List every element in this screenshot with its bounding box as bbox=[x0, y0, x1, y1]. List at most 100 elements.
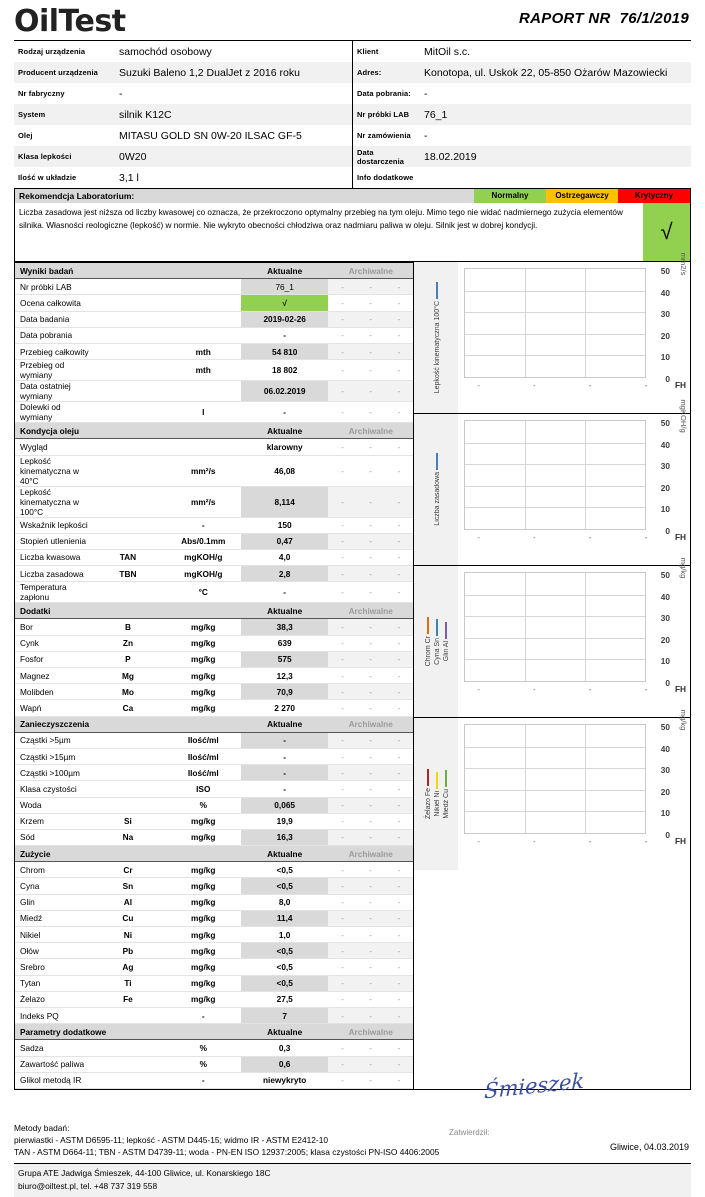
archive-value: - bbox=[356, 975, 385, 992]
archive-value: - bbox=[328, 1007, 357, 1025]
archive-value: - bbox=[384, 877, 413, 895]
column-header-current: Aktualne bbox=[240, 422, 329, 440]
parameter-symbol: Mg bbox=[90, 667, 166, 685]
archive-value: - bbox=[384, 813, 413, 830]
section-header-row: Kondycja oleju Aktualne Archiwalne bbox=[15, 422, 413, 440]
archive-value: - bbox=[384, 1056, 413, 1073]
column-header-current: Aktualne bbox=[240, 1023, 329, 1041]
legend-line-icon bbox=[445, 769, 447, 787]
charts-pane: Lepkość kinematyczna 100°C 0 10 20 30 40 50 mm2… bbox=[414, 253, 690, 1089]
archive-value: - bbox=[328, 565, 357, 583]
archive-value: - bbox=[384, 380, 413, 403]
archive-value: - bbox=[328, 311, 357, 328]
report-body: Wyniki badań Aktualne Archiwalne Nr próbki … bbox=[14, 253, 691, 1090]
parameter-symbol bbox=[90, 764, 166, 782]
parameter-unit: mth bbox=[165, 343, 241, 361]
approved-by-label: Zatwierdził: bbox=[449, 1127, 490, 1137]
equipment-info-row: Nr fabryczny - bbox=[14, 83, 352, 104]
recommendation-title: Rekomendcja Laboratorium: bbox=[19, 191, 135, 201]
plot-area: 0 10 20 30 40 50 mg/kg - - - - FH bbox=[458, 710, 690, 870]
gridline-horizontal bbox=[465, 333, 645, 335]
client-info-row: Info dodatkowe bbox=[353, 167, 691, 188]
archive-value: - bbox=[356, 894, 385, 911]
table-row: Przebieg całkowity mth 54 810- - - bbox=[15, 343, 413, 361]
parameter-name: Dolewki od wymiany bbox=[15, 401, 91, 424]
legend-item: Żelazo Fe bbox=[425, 768, 432, 819]
gridline-horizontal bbox=[465, 312, 645, 314]
current-value: 4,0 bbox=[240, 549, 329, 567]
current-value: 8,114 bbox=[240, 486, 329, 518]
current-value: 06.02.2019 bbox=[240, 380, 329, 403]
archive-value: - bbox=[356, 829, 385, 847]
archive-value: - bbox=[384, 861, 413, 879]
parameter-symbol: Fe bbox=[90, 991, 166, 1008]
current-value: 27,5 bbox=[240, 991, 329, 1008]
equipment-info-label: Producent urządzenia bbox=[18, 68, 98, 77]
archive-value: - bbox=[328, 894, 357, 911]
gridline-horizontal bbox=[465, 355, 645, 357]
gridline-vertical bbox=[584, 573, 586, 681]
legend-label: Cyna Sn bbox=[433, 637, 441, 665]
parameter-name: Chrom bbox=[15, 861, 91, 879]
archive-value: - bbox=[356, 910, 385, 928]
parameter-unit: mg/kg bbox=[165, 894, 241, 911]
archive-value: - bbox=[356, 486, 385, 518]
report-number-label: RAPORT NR bbox=[519, 10, 611, 27]
current-value: - bbox=[240, 327, 329, 344]
archive-value: - bbox=[328, 926, 357, 944]
chart-legend: Liczba zasadowa bbox=[414, 414, 458, 565]
x-axis: - - - - FH bbox=[464, 682, 686, 698]
info-column-left: Rodzaj urządzenia samochód osobowy Produce… bbox=[14, 41, 353, 188]
parameter-name: Liczba kwasowa bbox=[15, 549, 91, 567]
current-value: 2 270 bbox=[240, 699, 329, 717]
parameter-name: Data pobrania bbox=[15, 327, 91, 344]
archive-value: - bbox=[356, 278, 385, 296]
y-axis-tick: 50 bbox=[660, 570, 670, 580]
plot-grid bbox=[464, 420, 646, 530]
current-value: 7 bbox=[240, 1007, 329, 1025]
chart-legend: Żelazo Fe Nikiel Ni Miedź Cu bbox=[414, 718, 458, 870]
gridline-horizontal bbox=[465, 594, 645, 596]
parameter-symbol: Cr bbox=[90, 861, 166, 879]
table-row: Stopień utlenienia Abs/0.1mm 0,47- - - bbox=[15, 533, 413, 550]
current-value: 150 bbox=[240, 517, 329, 534]
results-table: Wyniki badań Aktualne Archiwalne Nr próbki … bbox=[15, 261, 413, 1089]
archive-value: - bbox=[356, 958, 385, 976]
chart-legend: Chrom Cr Cyna Sn Glin Al bbox=[414, 566, 458, 717]
parameter-unit: mg/kg bbox=[165, 699, 241, 717]
parameter-symbol bbox=[90, 581, 166, 604]
archive-value: - bbox=[384, 667, 413, 685]
parameter-unit: Ilość/ml bbox=[165, 732, 241, 749]
chart-legend: Lepkość kinematyczna 100°C bbox=[414, 262, 458, 413]
current-value: 8,0 bbox=[240, 894, 329, 911]
table-row: Glikol metodą IR - niewykryto - - - bbox=[15, 1072, 413, 1089]
client-info-row: Adres: Konotopa, ul. Uskok 22, 05-850 Oża… bbox=[353, 62, 691, 83]
table-row: Przebieg od wymiany mth 18 802- - - bbox=[15, 359, 413, 382]
archive-value: - bbox=[356, 517, 385, 534]
column-header-archive: Archiwalne bbox=[328, 715, 413, 733]
y-axis-tick: 30 bbox=[660, 613, 670, 624]
archive-value: - bbox=[328, 327, 357, 344]
parameter-symbol bbox=[90, 1072, 166, 1089]
x-axis-tick: - bbox=[644, 381, 648, 390]
gridline-horizontal bbox=[465, 746, 645, 748]
archive-value: - bbox=[384, 732, 413, 749]
archive-value: - bbox=[384, 565, 413, 583]
archive-value: - bbox=[384, 327, 413, 344]
archive-value: - bbox=[384, 683, 413, 701]
archive-value: - bbox=[328, 699, 357, 717]
current-value: 12,3 bbox=[240, 667, 329, 685]
archive-value: - bbox=[328, 343, 357, 361]
parameter-symbol: TBN bbox=[90, 565, 166, 583]
report-footer: Śmieszek Zatwierdził: Gliwice, 04.03.201… bbox=[14, 1069, 691, 1197]
x-axis-tick: - bbox=[533, 837, 536, 846]
archive-value: - bbox=[328, 278, 357, 296]
report-number: RAPORT NR 76/1/2019 bbox=[519, 10, 689, 27]
gridline-horizontal bbox=[465, 464, 645, 466]
client-info-label: Info dodatkowe bbox=[357, 173, 414, 182]
equipment-info-label: Olej bbox=[18, 131, 33, 140]
parameter-unit: mg/kg bbox=[165, 877, 241, 895]
archive-value: - bbox=[384, 797, 413, 814]
archive-value: - bbox=[384, 278, 413, 296]
table-row: Sód Na mg/kg 16,3- - - bbox=[15, 829, 413, 847]
